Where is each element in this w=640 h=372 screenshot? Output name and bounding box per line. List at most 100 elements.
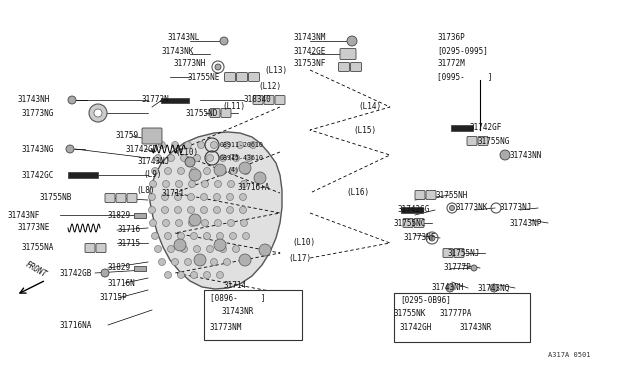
Circle shape: [189, 214, 201, 226]
Bar: [394, 293, 530, 342]
Circle shape: [259, 244, 271, 256]
Text: 31829: 31829: [108, 211, 131, 219]
Text: 31773NM: 31773NM: [210, 324, 243, 333]
Circle shape: [214, 219, 221, 227]
Circle shape: [239, 193, 246, 201]
FancyBboxPatch shape: [339, 62, 349, 71]
Circle shape: [177, 232, 184, 240]
Circle shape: [440, 308, 450, 318]
Circle shape: [204, 167, 211, 174]
Text: 31743NF: 31743NF: [8, 211, 40, 219]
Circle shape: [68, 96, 76, 104]
Circle shape: [220, 154, 227, 161]
Text: 31755NB: 31755NB: [40, 193, 72, 202]
Circle shape: [164, 167, 172, 174]
Circle shape: [202, 180, 209, 187]
Text: 31772N: 31772N: [142, 96, 170, 105]
Text: 31716NA: 31716NA: [60, 321, 92, 330]
FancyBboxPatch shape: [221, 109, 231, 118]
Text: (L14): (L14): [358, 103, 381, 112]
Circle shape: [207, 154, 214, 161]
Text: 31742GD: 31742GD: [126, 144, 158, 154]
Circle shape: [193, 246, 200, 253]
Circle shape: [150, 180, 157, 187]
Text: (L13): (L13): [264, 65, 287, 74]
Text: [0995-     ]: [0995- ]: [437, 73, 493, 81]
Text: 31755NA: 31755NA: [22, 244, 54, 253]
Text: 31755NK: 31755NK: [394, 308, 426, 317]
Circle shape: [216, 272, 223, 279]
Text: 31716: 31716: [118, 225, 141, 234]
Circle shape: [164, 272, 172, 279]
Circle shape: [446, 284, 454, 292]
FancyBboxPatch shape: [237, 73, 248, 81]
Text: 31759: 31759: [115, 131, 138, 141]
Text: (L12): (L12): [258, 83, 281, 92]
Text: 31743NG: 31743NG: [22, 144, 54, 154]
Text: A317A 0501: A317A 0501: [547, 352, 590, 358]
Circle shape: [239, 206, 246, 214]
Circle shape: [175, 206, 182, 214]
Circle shape: [154, 246, 161, 253]
Bar: [134, 212, 146, 218]
Circle shape: [223, 141, 230, 148]
Circle shape: [174, 239, 186, 251]
Circle shape: [239, 254, 251, 266]
Circle shape: [159, 259, 166, 266]
FancyBboxPatch shape: [225, 73, 236, 81]
FancyBboxPatch shape: [340, 48, 356, 60]
Circle shape: [243, 232, 250, 240]
Circle shape: [94, 109, 102, 117]
Circle shape: [207, 246, 214, 253]
FancyBboxPatch shape: [426, 190, 436, 199]
Text: 31829: 31829: [108, 263, 131, 273]
Text: 31743NM: 31743NM: [294, 33, 326, 42]
Circle shape: [241, 180, 248, 187]
Text: (2): (2): [228, 154, 240, 160]
Circle shape: [172, 259, 179, 266]
Bar: [161, 97, 189, 103]
Circle shape: [198, 141, 205, 148]
Text: 08911-20610: 08911-20610: [220, 142, 264, 148]
Circle shape: [211, 259, 218, 266]
Circle shape: [200, 193, 207, 201]
Text: 31743NK: 31743NK: [161, 46, 193, 55]
Circle shape: [214, 193, 221, 201]
Circle shape: [175, 193, 182, 201]
Circle shape: [200, 206, 207, 214]
Text: 31755NJ: 31755NJ: [448, 248, 481, 257]
Text: (L15): (L15): [353, 125, 376, 135]
Circle shape: [101, 269, 109, 277]
Text: (4): (4): [228, 167, 240, 173]
Bar: [423, 310, 441, 316]
Text: 31742GC: 31742GC: [22, 170, 54, 180]
Circle shape: [347, 36, 357, 46]
Text: (L10): (L10): [292, 238, 315, 247]
Text: 31773NE: 31773NE: [18, 224, 51, 232]
Circle shape: [177, 167, 184, 174]
FancyBboxPatch shape: [414, 218, 424, 228]
Circle shape: [220, 37, 228, 45]
Circle shape: [449, 205, 454, 211]
Text: 31743NQ: 31743NQ: [477, 283, 509, 292]
Text: 31716+A: 31716+A: [237, 183, 269, 192]
Circle shape: [163, 219, 170, 227]
Circle shape: [214, 239, 226, 251]
Circle shape: [148, 193, 156, 201]
Circle shape: [168, 246, 175, 253]
FancyBboxPatch shape: [351, 62, 362, 71]
Circle shape: [227, 180, 234, 187]
Text: 31753NF: 31753NF: [294, 60, 326, 68]
Text: 31743NH: 31743NH: [432, 283, 465, 292]
Circle shape: [180, 154, 188, 161]
Text: 31773NG: 31773NG: [22, 109, 54, 118]
Text: 31743NR: 31743NR: [460, 324, 492, 333]
Text: [0295-0995]: [0295-0995]: [437, 46, 488, 55]
Text: W: W: [211, 155, 214, 160]
Circle shape: [184, 141, 191, 148]
Text: (L16): (L16): [346, 189, 369, 198]
Text: 318340: 318340: [243, 96, 271, 105]
Circle shape: [161, 206, 168, 214]
Circle shape: [246, 154, 253, 161]
Circle shape: [415, 323, 425, 333]
